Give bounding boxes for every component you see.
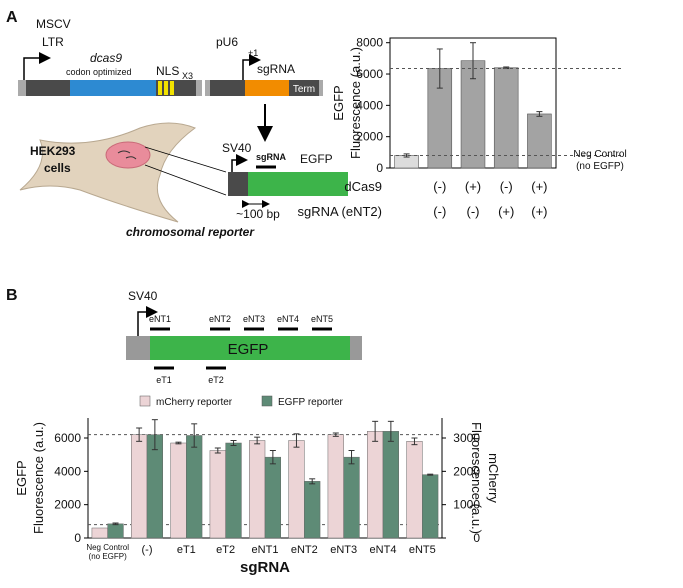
category-label: (-) [433, 179, 446, 194]
bar [343, 456, 360, 539]
panel-label: A [6, 9, 18, 26]
label: pU6 [216, 35, 238, 49]
y-tick-label: 0 [74, 531, 81, 545]
bar [170, 442, 187, 539]
category-label: (-) [500, 179, 513, 194]
label: LTR [42, 35, 64, 49]
bar [382, 431, 399, 539]
label: EGFP [228, 341, 269, 358]
row-label: sgRNA (eNT2) [297, 204, 382, 219]
y-tick-label: 0 [376, 161, 383, 175]
x-tick-label: eNT3 [330, 544, 357, 556]
diagram-b: SV40 EGFP [126, 289, 362, 360]
x-tick-label: (no EGFP) [89, 552, 128, 561]
x-tick-label: eNT1 [252, 544, 279, 556]
x-tick-label: Neg Control [86, 543, 129, 552]
annotation: Neg Control [573, 149, 626, 160]
bar [225, 442, 242, 539]
bar [406, 441, 423, 539]
category-label: (+) [465, 179, 481, 194]
bar [327, 434, 344, 539]
x-tick-label: eT1 [177, 544, 196, 556]
y-tick-label: 2000 [54, 498, 81, 512]
legend-label: mCherry reporter [156, 397, 233, 408]
bar [91, 527, 108, 539]
label: codon optimized [66, 67, 132, 77]
y-tick-label: 4000 [54, 464, 81, 478]
y-tick-label: 6000 [356, 67, 383, 81]
diagram-a: MSCV LTR dcas9 codon optimized NLS X3 pU… [18, 17, 348, 239]
category-label: (-) [433, 204, 446, 219]
axis-label: Fluorescence (a.u.) [348, 47, 363, 159]
axis-label: mCherry [486, 453, 501, 503]
legend-label: EGFP reporter [278, 397, 344, 408]
target-label: eNT3 [243, 314, 265, 324]
category-label: (+) [531, 204, 547, 219]
axis-label: Fluorescence (a.u.) [469, 422, 484, 534]
label: +1 [248, 48, 258, 58]
label: EGFP [300, 152, 333, 166]
x-tick-label: eNT5 [409, 544, 436, 556]
target-label: eNT1 [149, 314, 171, 324]
label: X3 [182, 71, 193, 81]
category-label: (-) [467, 204, 480, 219]
row-label: dCas9 [344, 179, 382, 194]
legend-swatch [261, 395, 273, 407]
y2-tick-label: 2000 [453, 464, 480, 478]
target-label: eNT4 [277, 314, 299, 324]
bar [367, 431, 384, 539]
label: sgRNA [256, 152, 287, 162]
bar [131, 434, 148, 539]
axis-label: EGFP [331, 85, 346, 120]
axis-label: EGFP [14, 460, 29, 495]
x-tick-label: eT2 [216, 544, 235, 556]
target-label: eT2 [208, 375, 224, 385]
label: dcas9 [90, 51, 122, 65]
label: Term [293, 84, 315, 95]
category-label: (+) [531, 179, 547, 194]
x-tick-label: (-) [142, 544, 153, 556]
legend-swatch [139, 395, 151, 407]
x-axis-label: sgRNA [240, 559, 290, 576]
bar [209, 450, 226, 539]
bar [304, 481, 321, 539]
label: SV40 [222, 141, 252, 155]
bar [107, 523, 124, 539]
label: SV40 [128, 289, 158, 303]
bar [493, 67, 519, 169]
bar [422, 474, 439, 539]
target-label: eT1 [156, 375, 172, 385]
label: ~100 bp [236, 207, 280, 221]
target-label: eNT2 [209, 314, 231, 324]
y-tick-label: 4000 [356, 98, 383, 112]
bar [186, 435, 203, 539]
label: NLS [156, 64, 179, 78]
x-tick-label: eNT2 [291, 544, 318, 556]
axis-label: Fluorescence (a.u.) [31, 422, 46, 534]
y-tick-label: 8000 [356, 36, 383, 50]
y2-tick-label: 0 [473, 531, 480, 545]
y2-tick-label: 1000 [453, 498, 480, 512]
y-tick-label: 6000 [54, 431, 81, 445]
category-label: (+) [498, 204, 514, 219]
label: sgRNA [257, 62, 295, 76]
label: cells [44, 161, 71, 175]
bar [264, 456, 281, 539]
target-label: eNT5 [311, 314, 333, 324]
annotation: (no EGFP) [576, 161, 624, 172]
label: HEK293 [30, 144, 76, 158]
panel-label: B [6, 287, 18, 304]
caption: chromosomal reporter [126, 225, 255, 239]
label: MSCV [36, 17, 71, 31]
y2-tick-label: 3000 [453, 431, 480, 445]
bar [527, 113, 552, 169]
bar [288, 440, 305, 539]
x-tick-label: eNT4 [370, 544, 397, 556]
y-tick-label: 2000 [356, 130, 383, 144]
bar [249, 440, 266, 539]
